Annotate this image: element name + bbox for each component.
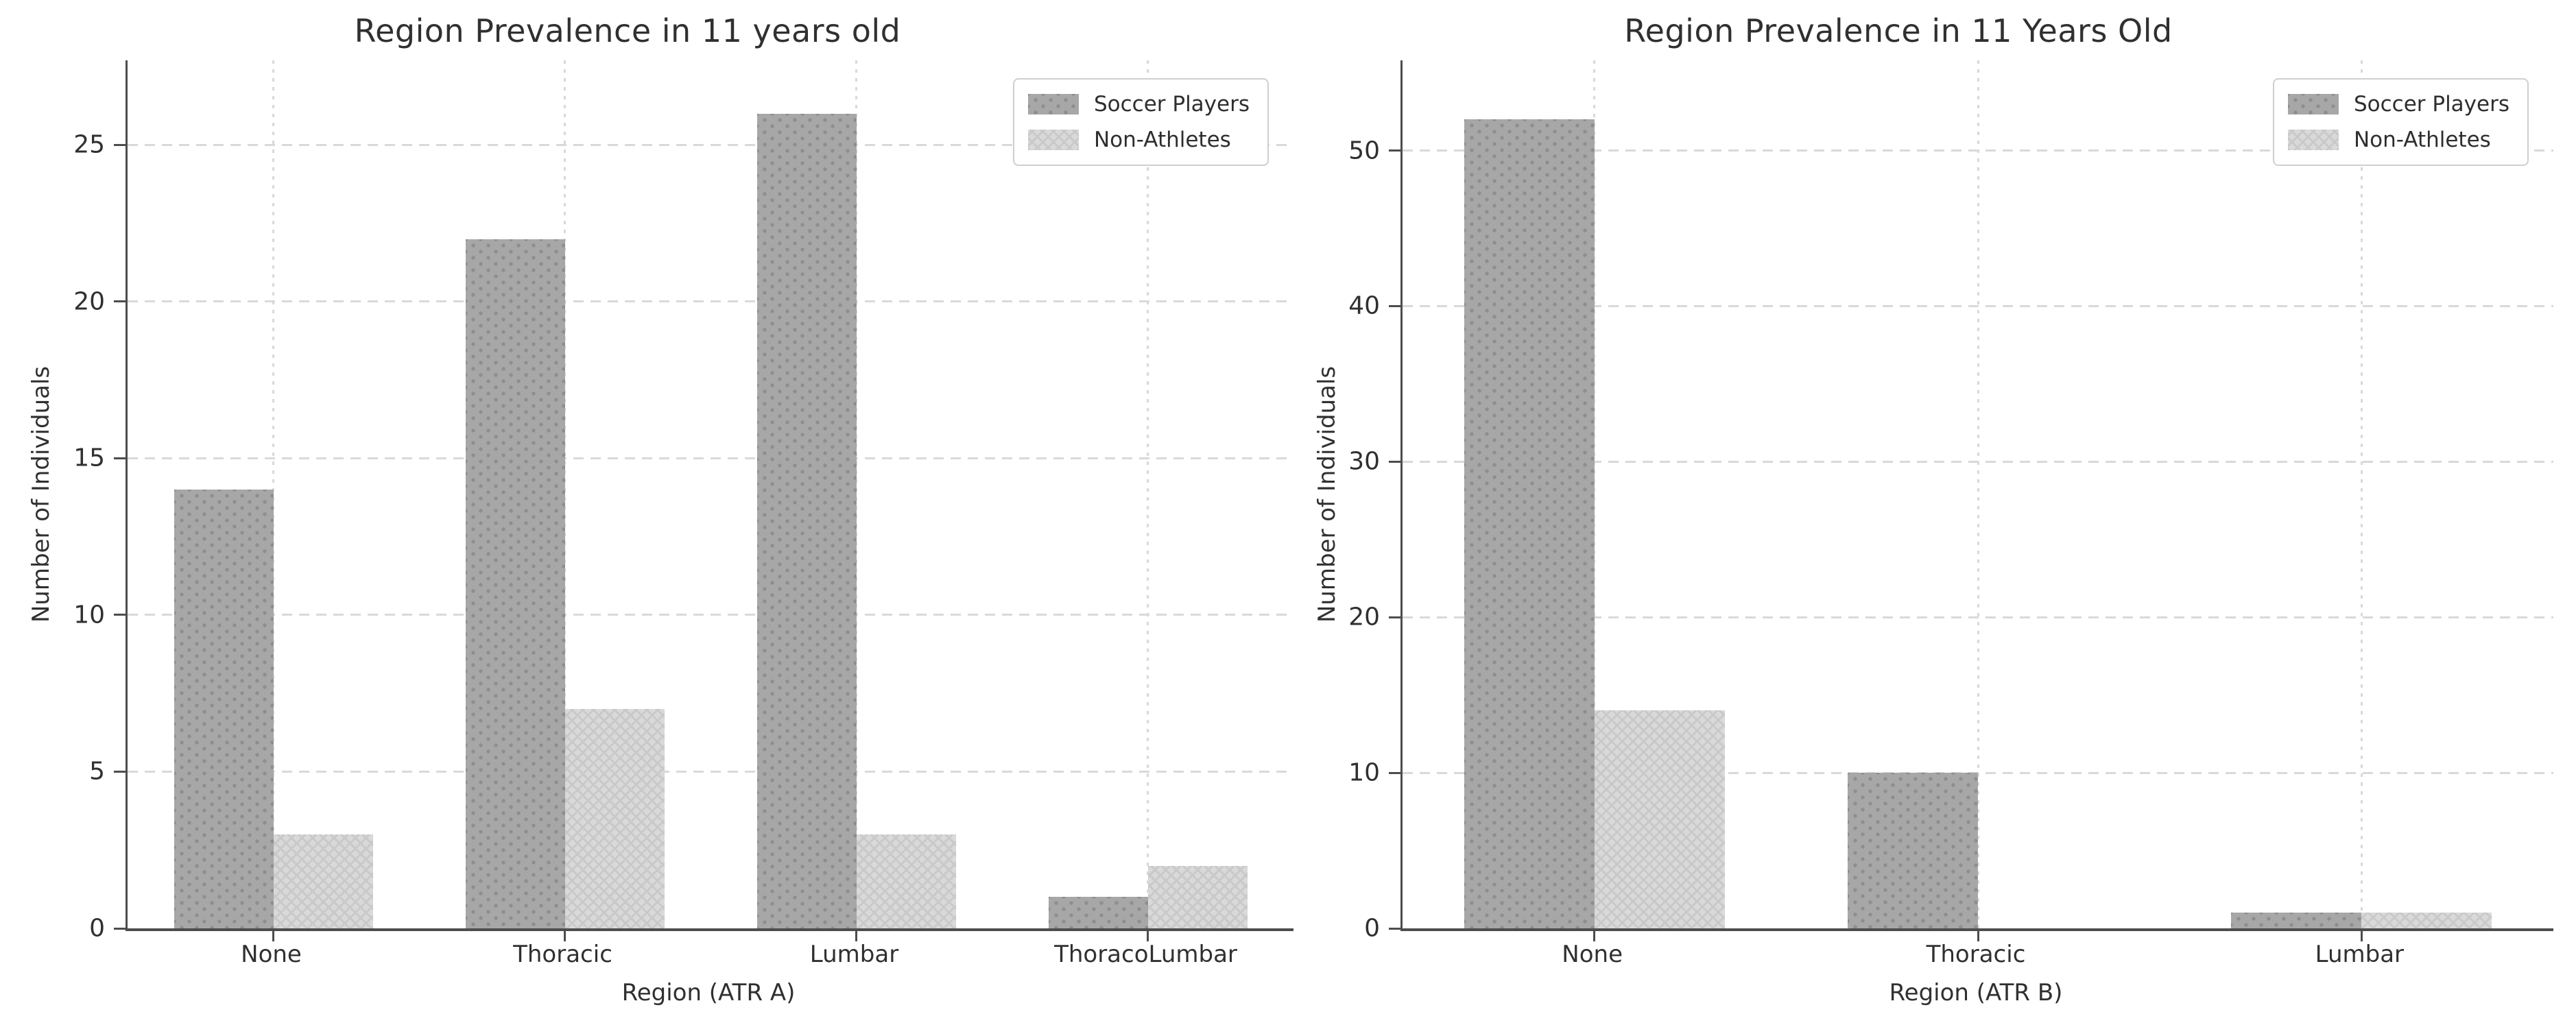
- y-tick-label: 40: [1348, 291, 1380, 320]
- x-tick-label: Thoracic: [513, 941, 612, 968]
- y-tick-mark: [1389, 460, 1400, 463]
- legend-item-non-athletes: Non-Athletes: [2287, 128, 2509, 152]
- y-tick-mark: [114, 614, 126, 616]
- bar-non-athletes-thoracolumbar: [1147, 865, 1248, 928]
- x-axis-label: Region (ATR B): [1889, 979, 2063, 1007]
- x-tick-mark: [1147, 931, 1149, 941]
- legend-label: Soccer Players: [2353, 92, 2509, 117]
- bar-non-athletes-lumbar: [856, 834, 956, 928]
- y-tick-label: 20: [73, 287, 105, 316]
- legend-item-non-athletes: Non-Athletes: [1027, 128, 1250, 152]
- non-athletes-swatch-icon: [2287, 130, 2339, 150]
- x-tick-label: ThoracoLumbar: [1054, 941, 1237, 968]
- bar-soccer-players-thoracic: [1848, 773, 1978, 928]
- y-tick-label: 50: [1348, 136, 1380, 165]
- y-tick-mark: [114, 143, 126, 146]
- y-tick-label: 10: [1348, 758, 1380, 787]
- y-tick-mark: [114, 927, 126, 930]
- y-tick-mark: [114, 300, 126, 303]
- bar-soccer-players-none: [1464, 119, 1595, 928]
- horizontal-gridline: [128, 457, 1293, 459]
- bar-soccer-players-thoracic: [465, 239, 565, 928]
- y-axis-label: Number of Individuals: [1313, 365, 1341, 623]
- soccer-players-swatch-icon: [1027, 94, 1079, 115]
- horizontal-gridline: [128, 300, 1293, 303]
- bar-non-athletes-thoracic: [564, 709, 665, 928]
- y-tick-label: 10: [73, 601, 105, 629]
- x-tick-label: None: [1562, 941, 1623, 968]
- x-tick-label: None: [241, 941, 302, 968]
- y-tick-label: 15: [73, 444, 105, 472]
- y-tick-label: 20: [1348, 603, 1380, 631]
- chart-title: Region Prevalence in 11 years old: [354, 12, 901, 49]
- soccer-players-swatch-icon: [2287, 94, 2339, 115]
- y-tick-label: 0: [89, 914, 105, 943]
- vertical-gridline: [1977, 60, 1979, 928]
- legend-item-soccer-players: Soccer Players: [1027, 92, 1250, 117]
- legend: Soccer Players Non-Athletes: [1012, 78, 1269, 166]
- x-tick-mark: [1977, 931, 1979, 941]
- y-tick-label: 30: [1348, 447, 1380, 476]
- legend-item-soccer-players: Soccer Players: [2287, 92, 2509, 117]
- bar-non-athletes-none: [1594, 710, 1725, 928]
- vertical-gridline: [2360, 60, 2363, 928]
- x-tick-mark: [855, 931, 857, 941]
- y-axis-label: Number of Individuals: [27, 365, 55, 623]
- y-tick-mark: [1389, 304, 1400, 307]
- x-tick-mark: [564, 931, 566, 941]
- legend-label: Non-Athletes: [2353, 128, 2491, 152]
- bar-soccer-players-lumbar: [756, 113, 857, 928]
- horizontal-gridline: [128, 143, 1293, 146]
- bar-soccer-players-lumbar: [2231, 913, 2362, 928]
- x-tick-mark: [2360, 931, 2363, 941]
- y-tick-mark: [1389, 771, 1400, 774]
- bar-non-athletes-none: [273, 834, 373, 928]
- vertical-gridline: [1593, 60, 1596, 928]
- legend-label: Non-Athletes: [1093, 128, 1231, 152]
- y-tick-mark: [1389, 616, 1400, 618]
- vertical-gridline: [272, 60, 274, 928]
- non-athletes-swatch-icon: [1027, 130, 1079, 150]
- plot-area: Soccer Players Non-Athletes: [114, 60, 1293, 941]
- plot-area: Soccer Players Non-Athletes: [1389, 60, 2553, 941]
- y-tick-mark: [1389, 927, 1400, 930]
- legend: Soccer Players Non-Athletes: [2272, 78, 2529, 166]
- chart-title: Region Prevalence in 11 Years Old: [1624, 12, 2173, 49]
- bar-soccer-players-none: [174, 490, 274, 928]
- vertical-gridline: [1147, 60, 1149, 928]
- vertical-gridline: [564, 60, 566, 928]
- y-tick-label: 0: [1364, 914, 1380, 943]
- y-tick-label: 5: [89, 757, 105, 786]
- y-tick-mark: [1389, 149, 1400, 152]
- y-tick-mark: [114, 457, 126, 459]
- horizontal-gridline: [128, 770, 1293, 773]
- x-tick-label: Lumbar: [2315, 941, 2405, 968]
- legend-label: Soccer Players: [1093, 92, 1250, 117]
- x-tick-label: Lumbar: [809, 941, 899, 968]
- x-tick-label: Thoracic: [1926, 941, 2026, 968]
- x-tick-mark: [272, 931, 274, 941]
- x-tick-mark: [1593, 931, 1596, 941]
- y-tick-label: 25: [73, 130, 105, 159]
- vertical-gridline: [855, 60, 857, 928]
- bar-non-athletes-lumbar: [2361, 913, 2492, 928]
- y-tick-mark: [114, 770, 126, 773]
- horizontal-gridline: [128, 614, 1293, 616]
- bar-soccer-players-thoracolumbar: [1048, 897, 1148, 928]
- x-axis-label: Region (ATR A): [621, 979, 796, 1007]
